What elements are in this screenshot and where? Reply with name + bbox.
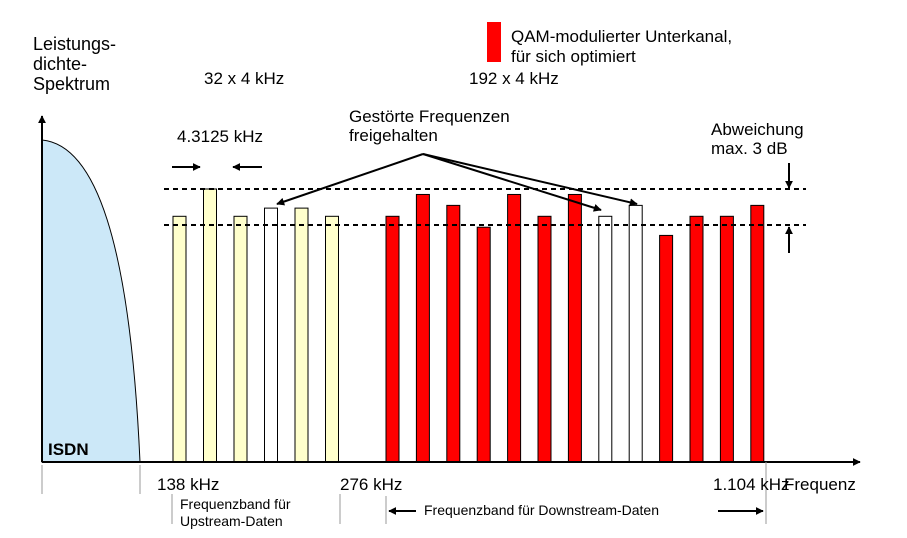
- disturbed-label-line2: freigehalten: [349, 126, 438, 145]
- legend-text-line1: QAM-modulierter Unterkanal,: [511, 27, 732, 46]
- legend-text-line2: für sich optimiert: [511, 47, 636, 66]
- downstream-channel-bar-free: [598, 215, 613, 463]
- downstream-channel-bar-free: [628, 204, 643, 463]
- upstream-channel-bar: [203, 188, 217, 463]
- upstream-channel-bar: [233, 215, 248, 463]
- y-axis-label-line1: Leistungs-: [33, 34, 116, 54]
- upstream-band-label-line2: Upstream-Daten: [180, 513, 283, 529]
- downstream-channel-bar: [385, 215, 400, 463]
- x-axis-label: Frequenz: [784, 475, 856, 494]
- downstream-channel-bar: [567, 193, 582, 463]
- downstream-band-label: Frequenzband für Downstream-Daten: [424, 502, 659, 518]
- y-axis-label-line3: Spektrum: [33, 74, 110, 94]
- downstream-channel-bar: [415, 193, 430, 463]
- downstream-channel-bar: [719, 215, 734, 463]
- upstream-channel-bar: [325, 215, 339, 463]
- downstream-channel-bar: [537, 215, 552, 463]
- freq-276-label: 276 kHz: [340, 475, 402, 494]
- isdn-label: ISDN: [48, 440, 89, 459]
- upstream-channel-bar-free: [264, 207, 278, 463]
- downstream-channel-count: 192 x 4 kHz: [469, 69, 559, 88]
- channel-bars: [172, 188, 765, 463]
- y-axis-label-line2: dichte-: [33, 54, 87, 74]
- upstream-channel-bar: [172, 215, 187, 463]
- downstream-channel-bar: [507, 193, 522, 463]
- disturbed-arrow-downstream-2: [422, 153, 638, 207]
- freq-138-label: 138 kHz: [157, 475, 219, 494]
- downstream-channel-bar: [750, 204, 765, 463]
- downstream-channel-bar: [476, 226, 491, 463]
- upstream-band-label-line1: Frequenzband für: [180, 496, 291, 512]
- downstream-channel-bar: [659, 234, 674, 463]
- disturbed-arrow-downstream-1: [422, 153, 602, 212]
- channel-spacing-label: 4.3125 kHz: [177, 127, 263, 146]
- downstream-channel-bar: [689, 215, 704, 463]
- legend-swatch: [487, 22, 501, 62]
- deviation-label-line1: Abweichung: [711, 120, 804, 139]
- freq-1104-label: 1.104 kHz: [713, 475, 790, 494]
- deviation-label-line2: max. 3 dB: [711, 139, 788, 158]
- upstream-channel-bar: [294, 207, 309, 463]
- disturbed-arrow-upstream: [276, 153, 424, 206]
- disturbed-label-line1: Gestörte Frequenzen: [349, 107, 510, 126]
- downstream-channel-bar: [446, 204, 461, 463]
- isdn-band: [41, 139, 141, 463]
- upstream-channel-count: 32 x 4 kHz: [204, 69, 284, 88]
